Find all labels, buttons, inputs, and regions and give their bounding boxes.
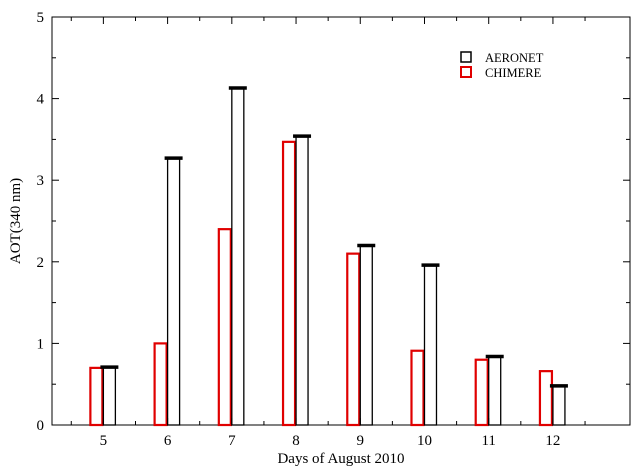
bar-chimere-10 [410, 349, 425, 427]
x-tick-label-6: 6 [164, 433, 172, 449]
bar-chimere-12 [538, 370, 554, 427]
bar-chimere-11 [474, 358, 489, 427]
bar-aeronet-10 [423, 264, 438, 426]
bar-chimere-7 [217, 228, 232, 427]
bar-chimere-9 [346, 252, 361, 427]
plot-frame [51, 16, 631, 426]
legend-label-chimere: CHIMERE [485, 66, 542, 80]
x-axis-title: Days of August 2010 [277, 451, 404, 466]
y-tick-label-2: 2 [37, 255, 45, 271]
bar-aeronet-5 [102, 366, 117, 426]
chart-marks [89, 86, 568, 427]
y-tick-label-0: 0 [37, 418, 45, 434]
x-tick-label-11: 11 [481, 433, 495, 449]
legend-label-aeronet: AERONET [485, 51, 544, 65]
x-tick-label-9: 9 [357, 433, 365, 449]
bar-aeronet-7 [231, 87, 245, 426]
bar-aeronet-9 [359, 244, 373, 426]
x-tick-label-5: 5 [100, 433, 108, 449]
bar-aeronet-8 [295, 135, 309, 426]
bar-aeronet-11 [488, 355, 502, 426]
y-tick-label-5: 5 [37, 10, 45, 26]
bar-chimere-8 [281, 140, 297, 427]
y-tick-label-3: 3 [37, 173, 45, 189]
x-tick-label-12: 12 [545, 433, 560, 449]
x-tick-label-7: 7 [228, 433, 236, 449]
x-tick-label-10: 10 [417, 433, 432, 449]
y-tick-label-1: 1 [37, 336, 45, 352]
legend-swatch-aeronet [460, 51, 472, 63]
bar-chimere-5 [89, 366, 104, 427]
legend: AERONET CHIMERE [460, 51, 544, 80]
bar-aeronet-6 [166, 157, 181, 426]
bar-chimere-6 [153, 342, 168, 427]
bar-aeronet-12 [552, 385, 566, 426]
y-axis-title: AOT(340 nm) [8, 178, 24, 264]
y-tick-label-4: 4 [37, 92, 45, 108]
legend-swatch-chimere [460, 66, 472, 78]
x-tick-label-8: 8 [292, 433, 300, 449]
